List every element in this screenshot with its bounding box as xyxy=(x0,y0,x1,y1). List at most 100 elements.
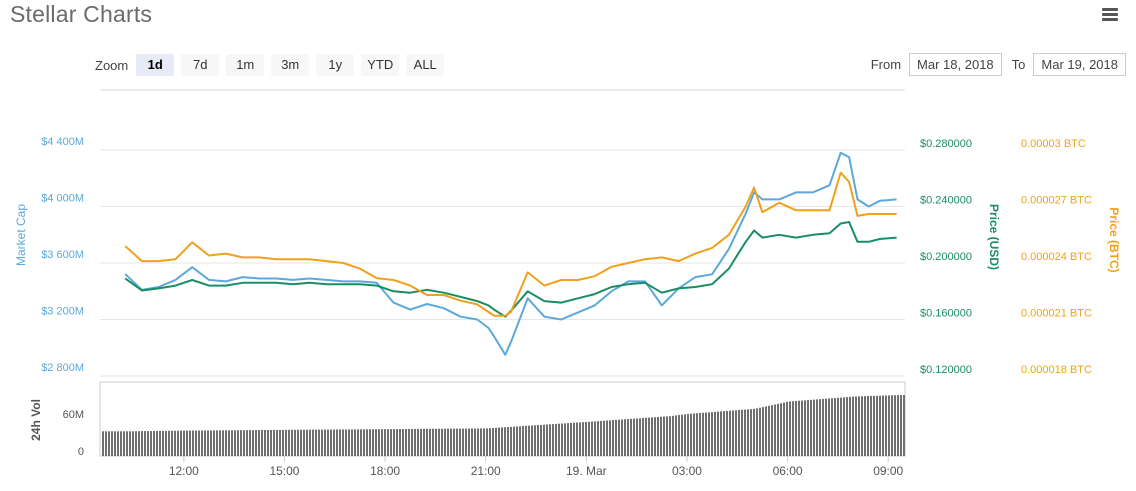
x-tick-label: 09:00 xyxy=(873,464,903,478)
volume-bar xyxy=(504,427,506,456)
price-usd-tick: $0.280000 xyxy=(920,138,972,150)
volume-bar xyxy=(603,420,605,456)
volume-bar xyxy=(111,431,113,456)
volume-bar xyxy=(279,429,281,456)
volume-bar xyxy=(834,398,836,456)
volume-bar xyxy=(705,412,707,456)
volume-bar xyxy=(861,396,863,456)
volume-bar xyxy=(330,429,332,456)
volume-bar xyxy=(252,430,254,456)
volume-bar xyxy=(666,416,668,456)
zoom-1m-button[interactable]: 1m xyxy=(226,54,265,76)
volume-bar xyxy=(369,429,371,456)
volume-bar xyxy=(660,416,662,456)
hamburger-menu-icon[interactable] xyxy=(1102,8,1118,22)
volume-bar xyxy=(690,413,692,456)
volume-bar xyxy=(102,431,104,456)
volume-bar xyxy=(552,424,554,456)
market-cap-tick: $4 400M xyxy=(41,136,84,148)
date-range: From Mar 18, 2018 To Mar 19, 2018 xyxy=(871,53,1126,76)
volume-bar xyxy=(339,429,341,456)
volume-bar xyxy=(501,427,503,456)
volume-bar xyxy=(144,431,146,456)
volume-bar xyxy=(519,426,521,456)
volume-bar xyxy=(375,429,377,456)
volume-bar xyxy=(306,429,308,456)
to-date-input[interactable]: Mar 19, 2018 xyxy=(1033,53,1126,76)
volume-bar xyxy=(702,412,704,456)
volume-bar xyxy=(669,416,671,456)
volume-bar xyxy=(165,430,167,456)
volume-bar xyxy=(204,430,206,456)
volume-bar xyxy=(471,428,473,456)
volume-bar xyxy=(600,420,602,456)
from-date-input[interactable]: Mar 18, 2018 xyxy=(909,53,1002,76)
volume-bar xyxy=(777,403,779,456)
volume-bar xyxy=(741,409,743,456)
volume-bar xyxy=(528,425,530,456)
zoom-all-button[interactable]: ALL xyxy=(406,54,445,76)
volume-bar xyxy=(132,431,134,456)
volume-bar xyxy=(192,430,194,456)
volume-bar xyxy=(258,430,260,456)
volume-bar xyxy=(855,396,857,456)
volume-bar xyxy=(693,413,695,456)
volume-bar xyxy=(477,428,479,456)
volume-bar xyxy=(558,423,560,456)
volume-bar xyxy=(819,399,821,456)
volume-bar xyxy=(129,431,131,456)
volume-bar xyxy=(651,417,653,456)
volume-bar xyxy=(645,417,647,456)
volume-bar xyxy=(768,405,770,456)
volume-bar xyxy=(831,398,833,456)
volume-bar xyxy=(405,428,407,456)
zoom-1d-button[interactable]: 1d xyxy=(136,54,175,76)
zoom-7d-button[interactable]: 7d xyxy=(181,54,220,76)
volume-bar xyxy=(771,405,773,456)
volume-bar xyxy=(525,425,527,456)
volume-bar xyxy=(378,429,380,456)
volume-bar xyxy=(540,424,542,456)
volume-bar xyxy=(360,429,362,456)
volume-bar xyxy=(462,428,464,456)
volume-bar xyxy=(357,429,359,456)
volume-bar xyxy=(231,430,233,456)
volume-bar xyxy=(117,431,119,456)
market-cap-tick: $4 000M xyxy=(41,193,84,205)
volume-bar xyxy=(120,431,122,456)
zoom-1y-button[interactable]: 1y xyxy=(316,54,355,76)
volume-bar xyxy=(345,429,347,456)
volume-bar xyxy=(465,428,467,456)
volume-bar xyxy=(429,428,431,456)
zoom-ytd-button[interactable]: YTD xyxy=(361,54,400,76)
x-tick-label: 06:00 xyxy=(773,464,803,478)
volume-bar xyxy=(177,430,179,456)
volume-bar xyxy=(537,425,539,456)
volume-bar xyxy=(297,429,299,456)
volume-bar xyxy=(135,431,137,456)
volume-bars xyxy=(102,395,905,456)
market-cap-tick: $2 800M xyxy=(41,362,84,374)
volume-bar xyxy=(255,430,257,456)
zoom-3m-button[interactable]: 3m xyxy=(271,54,310,76)
volume-bar xyxy=(492,427,494,456)
volume-bar xyxy=(813,399,815,456)
to-label: To xyxy=(1011,57,1026,72)
volume-bar xyxy=(633,418,635,456)
volume-bar xyxy=(900,395,902,456)
volume-bar xyxy=(783,402,785,456)
volume-bar xyxy=(366,429,368,456)
volume-bar xyxy=(837,397,839,456)
volume-bar xyxy=(180,430,182,456)
volume-bar xyxy=(351,429,353,456)
volume-bar xyxy=(195,430,197,456)
volume-bar xyxy=(336,429,338,456)
volume-bar xyxy=(561,423,563,456)
volume-bar xyxy=(621,419,623,456)
price-usd-tick: $0.160000 xyxy=(920,308,972,320)
volume-bar xyxy=(843,397,845,456)
x-tick-label: 19. Mar xyxy=(566,464,607,478)
volume-bar xyxy=(573,422,575,456)
volume-bar xyxy=(726,410,728,456)
volume-bar xyxy=(864,396,866,456)
